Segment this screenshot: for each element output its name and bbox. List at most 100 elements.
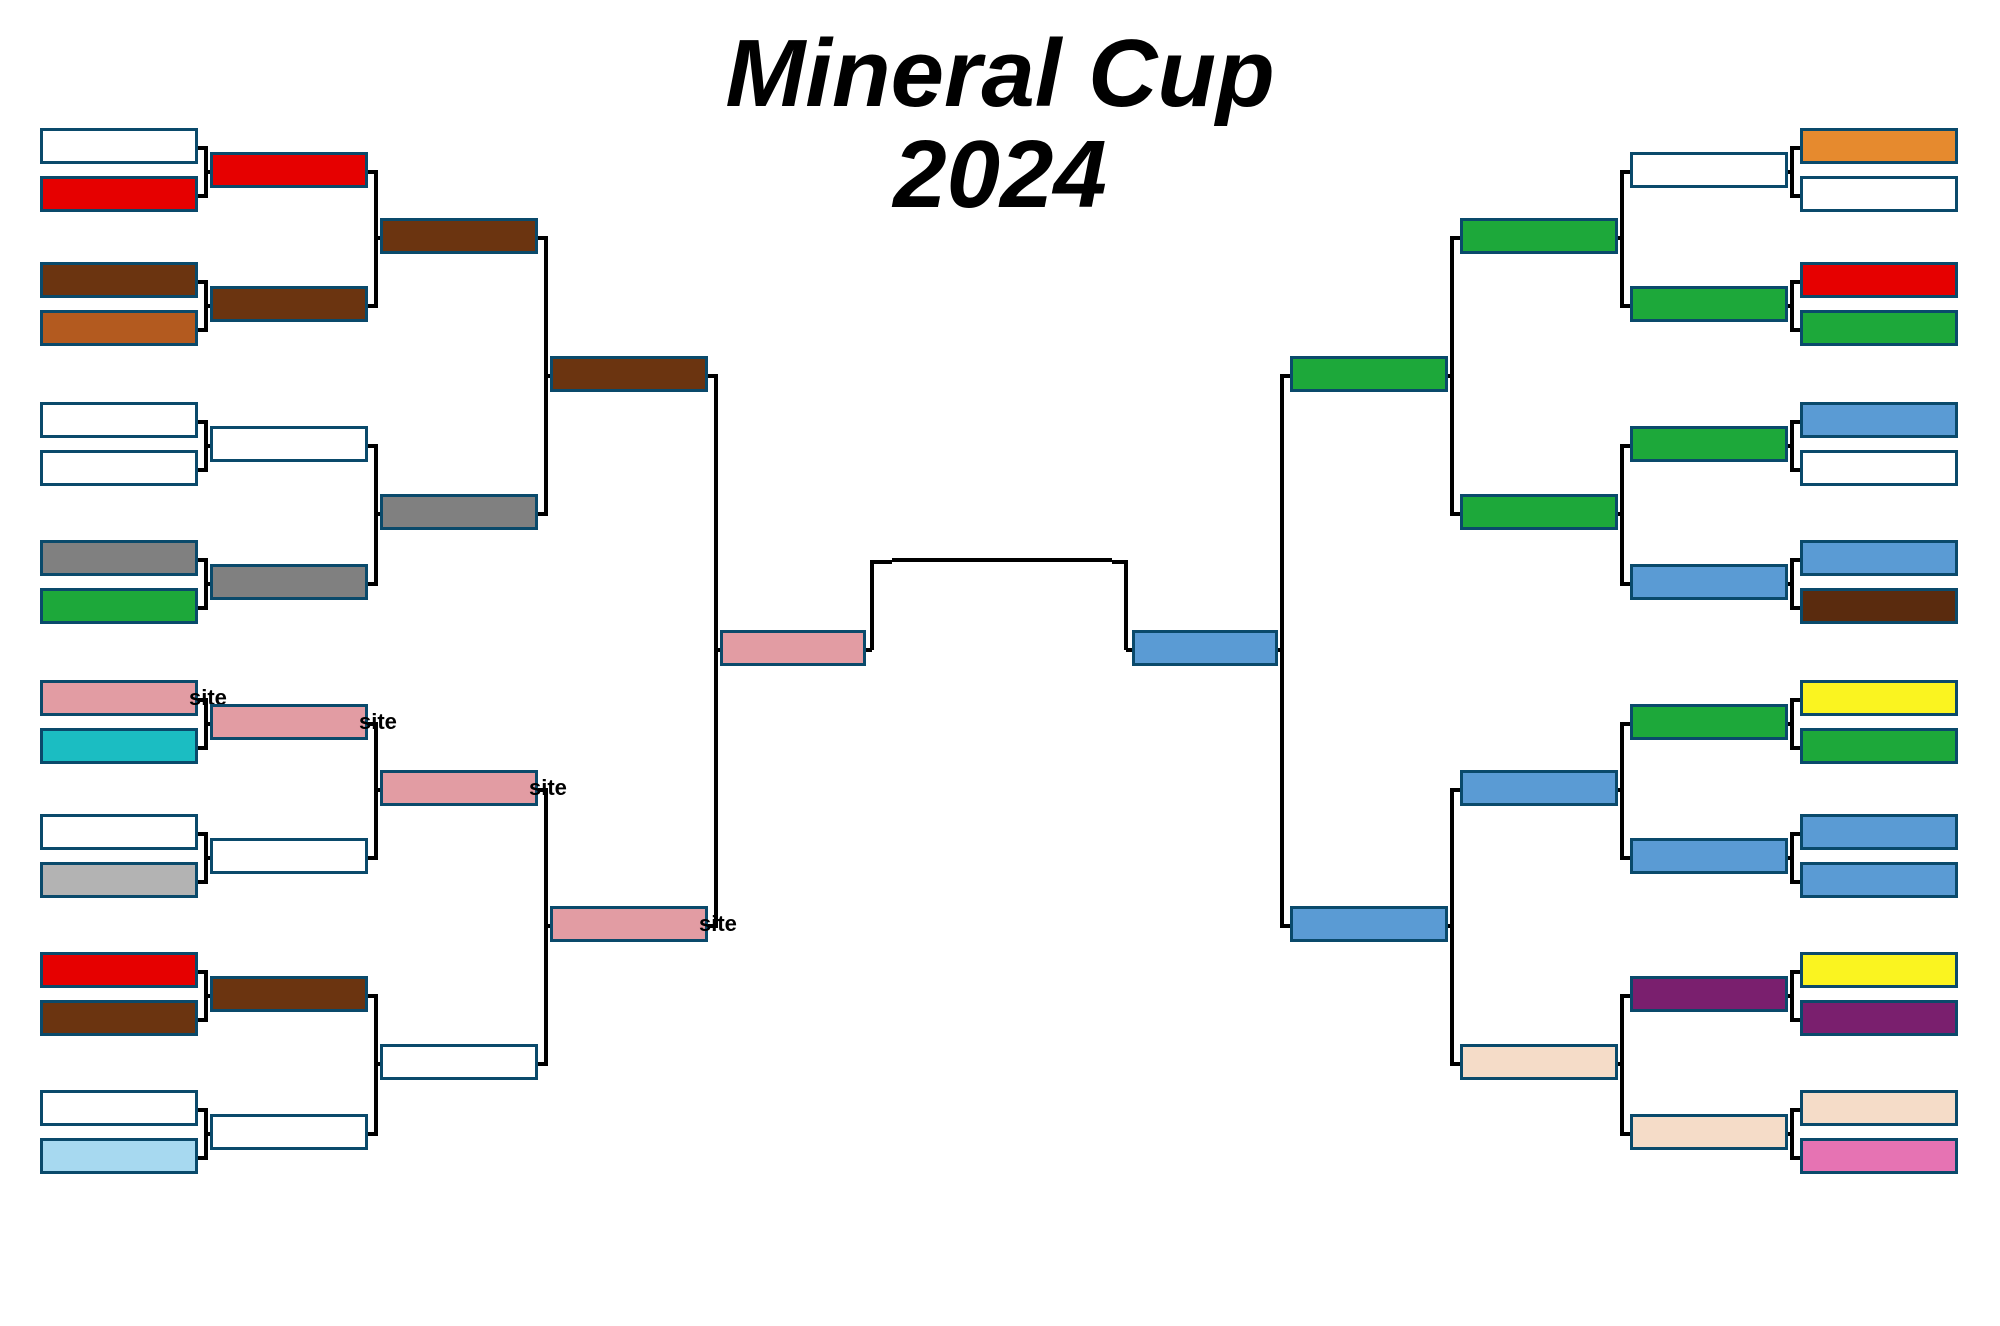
bracket-slot — [1800, 450, 1958, 486]
bracket-slot — [1800, 1000, 1958, 1036]
bracket-slot — [1630, 152, 1788, 188]
connector-h — [1788, 170, 1794, 174]
bracket-slot — [210, 152, 368, 188]
connector-h — [544, 924, 550, 928]
connector-h — [1112, 560, 1128, 564]
bracket-slot — [40, 310, 198, 346]
bracket-slot — [720, 630, 866, 666]
bracket-slot — [40, 862, 198, 898]
bracket-slot — [40, 176, 198, 212]
bracket-slot — [1800, 402, 1958, 438]
bracket-slot — [1630, 286, 1788, 322]
bracket-slot — [40, 1000, 198, 1036]
connector-h — [374, 1062, 380, 1066]
bracket-slot — [210, 564, 368, 600]
connector-h — [1788, 444, 1794, 448]
connector-h — [204, 304, 210, 308]
connector-h — [204, 994, 210, 998]
connector-h — [1788, 582, 1794, 586]
bracket-slot — [1800, 128, 1958, 164]
connector-h — [204, 1132, 210, 1136]
bracket-slot — [40, 402, 198, 438]
connector-h — [1618, 788, 1624, 792]
bracket-slot — [1800, 540, 1958, 576]
bracket-slot — [210, 976, 368, 1012]
final-winner-line — [892, 558, 1112, 562]
title-line1: Mineral Cup — [725, 20, 1274, 127]
bracket-slot — [1630, 704, 1788, 740]
bracket-slot — [1800, 588, 1958, 624]
connector-h — [204, 856, 210, 860]
bracket-slot: site — [550, 906, 708, 942]
connector-h — [374, 788, 380, 792]
connector-h — [1448, 924, 1454, 928]
bracket-slot — [40, 1090, 198, 1126]
bracket-slot — [40, 588, 198, 624]
bracket-slot — [40, 1138, 198, 1174]
connector-h — [1788, 1132, 1794, 1136]
bracket-slot — [1800, 1138, 1958, 1174]
bracket-slot — [1630, 426, 1788, 462]
connector-h — [1278, 648, 1284, 652]
connector-h — [1788, 722, 1794, 726]
bracket-slot — [380, 218, 538, 254]
bracket-slot — [1800, 952, 1958, 988]
bracket-slot — [1290, 906, 1448, 942]
connector-h — [204, 444, 210, 448]
bracket-slot: site — [40, 680, 198, 716]
bracket-slot: site — [210, 704, 368, 740]
connector-h — [1788, 304, 1794, 308]
connector-v — [870, 560, 874, 650]
connector-h — [1618, 512, 1624, 516]
connector-h — [544, 374, 550, 378]
bracket-slot — [1800, 262, 1958, 298]
bracket-slot — [1800, 862, 1958, 898]
bracket-slot — [40, 952, 198, 988]
connector-v — [1124, 560, 1128, 650]
bracket-slot — [1290, 356, 1448, 392]
connector-h — [1618, 1062, 1624, 1066]
bracket-slot — [40, 450, 198, 486]
bracket-slot — [1460, 770, 1618, 806]
bracket-slot — [1630, 564, 1788, 600]
connector-h — [1788, 856, 1794, 860]
connector-h — [1448, 374, 1454, 378]
connector-h — [870, 560, 892, 564]
connector-h — [204, 582, 210, 586]
bracket-slot — [40, 814, 198, 850]
bracket-slot — [1800, 1090, 1958, 1126]
bracket-slot — [1460, 494, 1618, 530]
connector-h — [714, 648, 720, 652]
bracket-slot — [1460, 218, 1618, 254]
bracket-slot — [380, 494, 538, 530]
bracket-slot — [1630, 838, 1788, 874]
bracket-slot — [1630, 976, 1788, 1012]
bracket-slot — [1800, 176, 1958, 212]
title-line2: 2024 — [893, 121, 1107, 228]
bracket-slot — [1460, 1044, 1618, 1080]
bracket-slot — [40, 728, 198, 764]
bracket-slot — [40, 262, 198, 298]
bracket-slot — [210, 838, 368, 874]
bracket-slot — [550, 356, 708, 392]
connector-h — [1618, 236, 1624, 240]
bracket-slot — [1132, 630, 1278, 666]
bracket-slot — [210, 1114, 368, 1150]
bracket-slot — [1800, 728, 1958, 764]
connector-h — [1788, 994, 1794, 998]
bracket-slot — [1800, 814, 1958, 850]
bracket-slot — [40, 540, 198, 576]
bracket-slot — [1800, 680, 1958, 716]
connector-h — [204, 722, 210, 726]
connector-h — [374, 512, 380, 516]
bracket-slot — [1800, 310, 1958, 346]
bracket-title: Mineral Cup 2024 — [0, 24, 2000, 226]
bracket-slot — [1630, 1114, 1788, 1150]
connector-h — [374, 236, 380, 240]
bracket-slot — [380, 1044, 538, 1080]
bracket-slot: site — [380, 770, 538, 806]
bracket-slot — [40, 128, 198, 164]
bracket-slot — [210, 286, 368, 322]
bracket-slot — [210, 426, 368, 462]
connector-h — [204, 170, 210, 174]
